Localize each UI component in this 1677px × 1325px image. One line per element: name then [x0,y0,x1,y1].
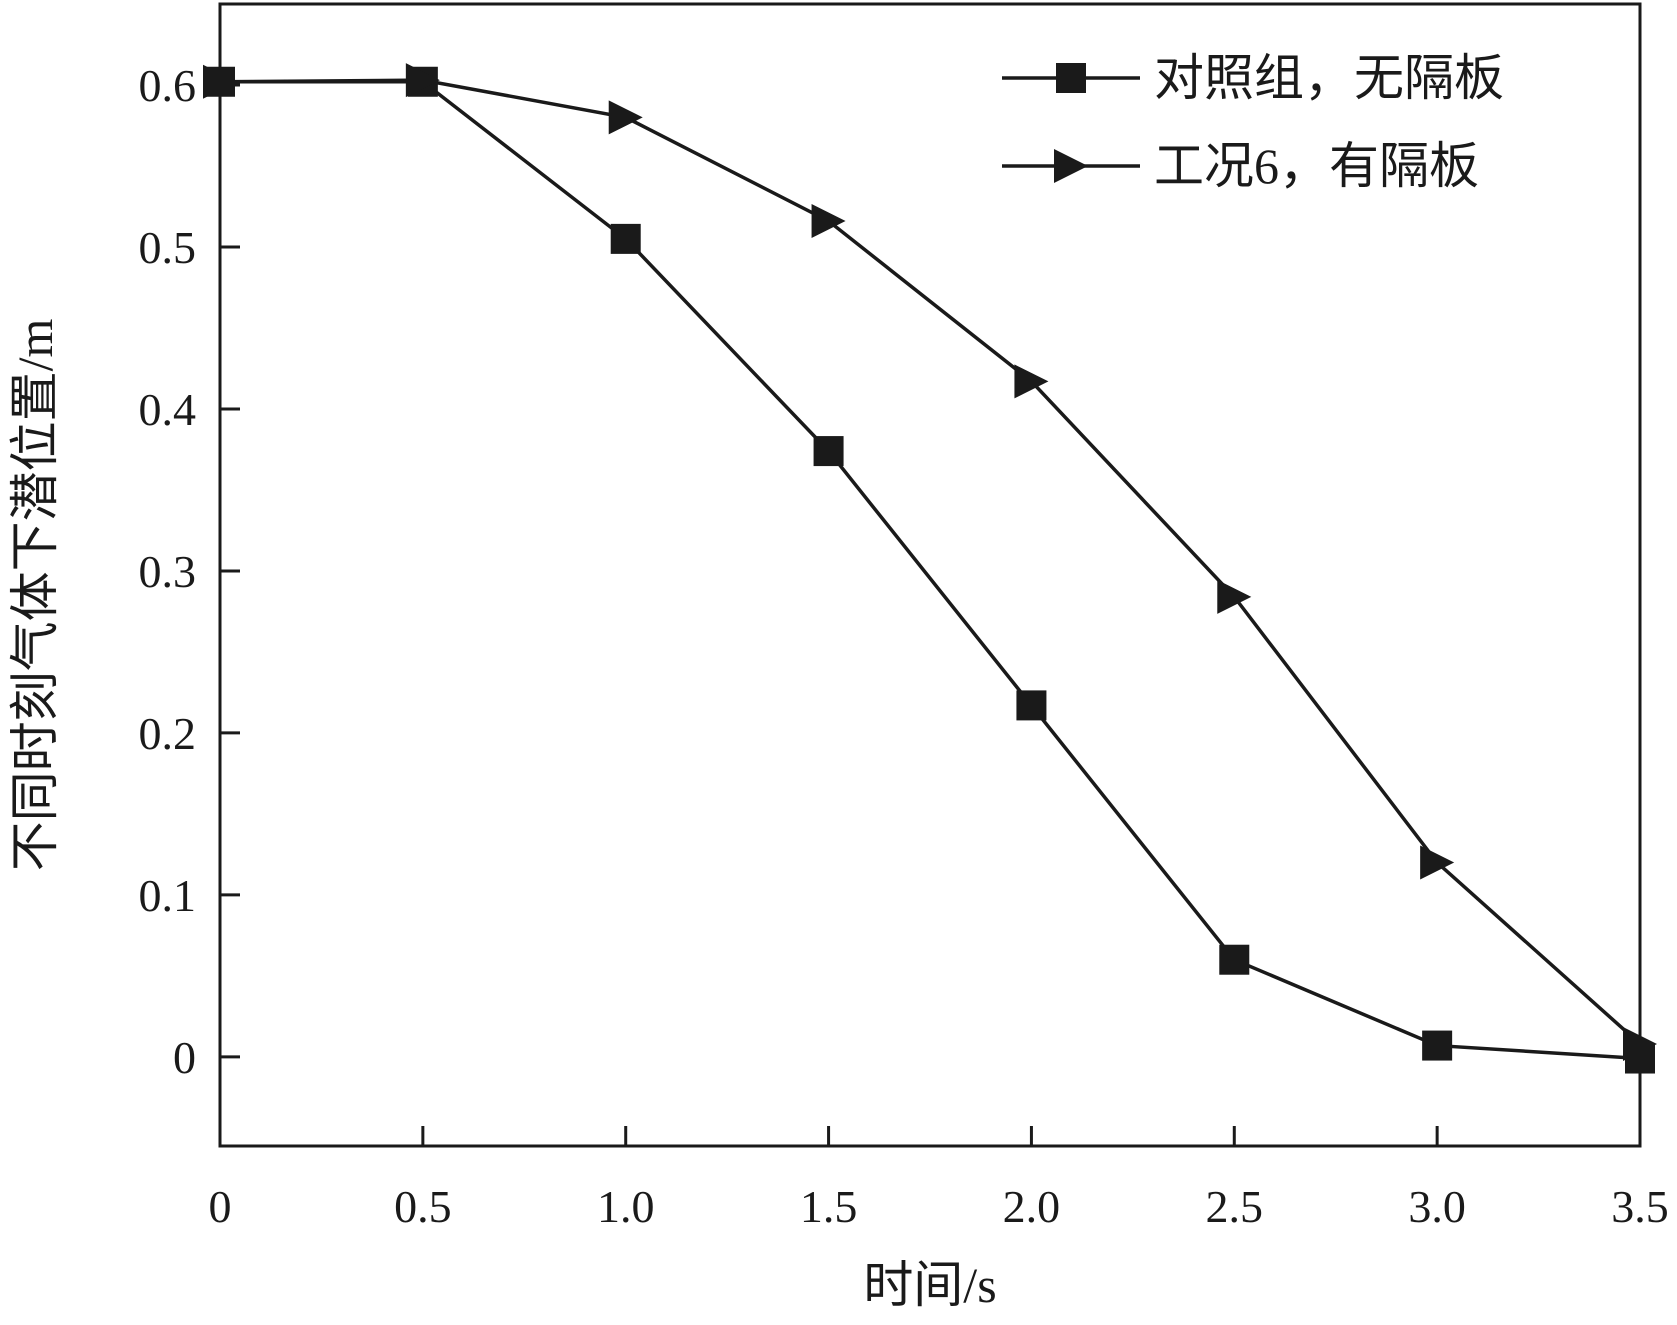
series-group [203,63,1657,1074]
series-2-point [1420,845,1455,880]
series-1-point [1219,944,1250,975]
y-tick-label: 0.4 [139,384,197,435]
x-axis-ticks: 0 0.5 1.0 1.5 2.0 2.5 3.0 3.5 [209,1126,1669,1232]
y-axis-ticks: 0 0.1 0.2 0.3 0.4 0.5 0.6 [139,60,240,1083]
series-1-point [1422,1030,1453,1061]
y-axis-title: 不同时刻气体下潜位置/m [7,319,63,872]
series-1-point [610,223,641,254]
plot-area-frame [218,2,1642,1148]
x-tick-label: 2.0 [1003,1181,1061,1232]
series-2-point [1014,364,1049,399]
x-tick-label: 0.5 [394,1181,452,1232]
legend-marker [1056,63,1086,93]
series-1-point [813,436,844,467]
series-2-point [1217,579,1252,614]
legend-label: 工况6，有隔板 [1154,138,1479,194]
y-tick-label: 0.5 [139,222,197,273]
y-tick-label: 0.1 [139,870,197,921]
x-tick-label: 1.5 [800,1181,858,1232]
x-tick-label: 1.0 [597,1181,655,1232]
x-tick-label: 2.5 [1206,1181,1264,1232]
x-axis-title: 时间/s [863,1257,996,1313]
series-2-point [608,100,643,135]
series-2-point [811,204,846,239]
series-2-point [405,63,440,98]
x-tick-label: 0 [209,1181,232,1232]
legend-item-1: 对照组，无隔板 [1002,50,1504,106]
series-1-line [220,80,1641,1061]
series-2-line [219,78,1642,1046]
legend-item-2: 工况6，有隔板 [1002,138,1479,194]
series-1 [205,66,1655,1074]
y-tick-label: 0.6 [139,60,197,111]
series-2 [203,63,1657,1061]
x-tick-label: 3.0 [1408,1181,1466,1232]
series-1-point [1016,690,1047,721]
y-tick-label: 0.3 [139,546,197,597]
x-tick-label: 3.5 [1611,1181,1669,1232]
legend-marker [1054,149,1088,183]
y-tick-label: 0.2 [139,708,197,759]
legend-label: 对照组，无隔板 [1154,50,1504,106]
y-tick-label: 0 [173,1032,196,1083]
